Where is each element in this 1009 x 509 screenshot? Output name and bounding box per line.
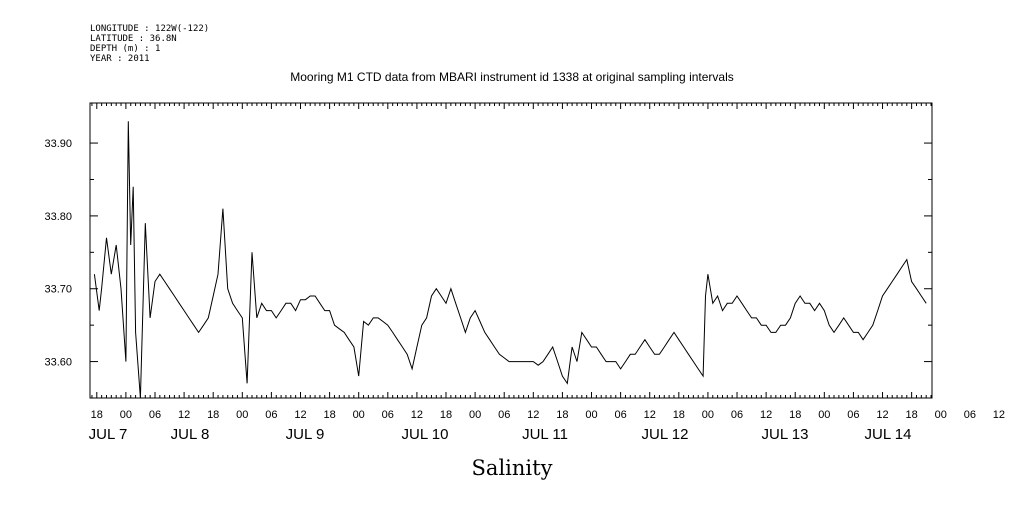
x-hour-tick-label: 00 bbox=[818, 409, 830, 421]
x-hour-tick-label: 18 bbox=[91, 409, 103, 421]
longitude-label: LONGITUDE : 122W(-122) bbox=[90, 24, 209, 34]
latitude-label: LATITUDE : 36.8N bbox=[90, 34, 177, 44]
x-day-label: JUL 12 bbox=[642, 426, 689, 443]
x-hour-tick-label: 18 bbox=[789, 409, 801, 421]
x-hour-tick-label: 00 bbox=[469, 409, 481, 421]
x-hour-tick-label: 06 bbox=[149, 409, 161, 421]
x-day-label: JUL 13 bbox=[762, 426, 809, 443]
metadata-block: LONGITUDE : 122W(-122) LATITUDE : 36.8N … bbox=[90, 24, 209, 64]
x-hour-tick-label: 06 bbox=[731, 409, 743, 421]
x-hour-tick-label: 06 bbox=[614, 409, 626, 421]
x-hour-tick-label: 00 bbox=[585, 409, 597, 421]
x-day-label: JUL 9 bbox=[286, 426, 325, 443]
axis-ticks bbox=[90, 103, 932, 398]
depth-label: DEPTH (m) : 1 bbox=[90, 44, 160, 54]
x-hour-tick-label: 00 bbox=[702, 409, 714, 421]
x-hour-tick-label: 18 bbox=[906, 409, 918, 421]
x-day-label: JUL 7 bbox=[89, 426, 128, 443]
x-hour-tick-label: 12 bbox=[178, 409, 190, 421]
x-hour-tick-label: 06 bbox=[964, 409, 976, 421]
chart-title: Mooring M1 CTD data from MBARI instrumen… bbox=[290, 70, 734, 84]
x-hour-tick-label: 18 bbox=[673, 409, 685, 421]
x-hour-tick-label: 00 bbox=[236, 409, 248, 421]
x-tick-labels: 18 00 06 12 18 00 06 12 18 00 06 12 18 00 06 12 18 00 06 12… bbox=[89, 409, 1005, 443]
year-label: YEAR : 2011 bbox=[90, 54, 150, 64]
x-hour-tick-label: 12 bbox=[876, 409, 888, 421]
x-hour-tick-label: 00 bbox=[120, 409, 132, 421]
salinity-series-line bbox=[93, 121, 927, 399]
x-hour-tick-label: 12 bbox=[527, 409, 539, 421]
x-hour-tick-label: 12 bbox=[411, 409, 423, 421]
y-tick-labels: 33.60 33.70 33.80 33.90 bbox=[44, 138, 72, 369]
y-tick-label: 33.70 bbox=[44, 284, 72, 296]
x-hour-tick-label: 18 bbox=[323, 409, 335, 421]
x-hour-tick-label: 12 bbox=[644, 409, 656, 421]
x-hour-tick-label: 18 bbox=[556, 409, 568, 421]
x-hour-tick-label: 00 bbox=[935, 409, 947, 421]
x-hour-tick-label: 12 bbox=[294, 409, 306, 421]
x-hour-tick-label: 06 bbox=[382, 409, 394, 421]
x-hour-tick-label: 06 bbox=[498, 409, 510, 421]
x-axis-label: Salinity bbox=[472, 456, 553, 480]
x-hour-tick-label: 06 bbox=[847, 409, 859, 421]
x-hour-tick-label: 06 bbox=[265, 409, 277, 421]
y-tick-label: 33.60 bbox=[44, 357, 72, 369]
x-day-label: JUL 8 bbox=[171, 426, 210, 443]
x-hour-tick-label: 12 bbox=[993, 409, 1005, 421]
y-tick-label: 33.90 bbox=[44, 138, 72, 150]
x-hour-tick-label: 00 bbox=[353, 409, 365, 421]
x-hour-tick-label: 12 bbox=[760, 409, 772, 421]
y-tick-label: 33.80 bbox=[44, 211, 72, 223]
x-hour-tick-label: 18 bbox=[440, 409, 452, 421]
x-day-label: JUL 10 bbox=[402, 426, 449, 443]
x-day-label: JUL 14 bbox=[865, 426, 912, 443]
x-hour-tick-label: 18 bbox=[207, 409, 219, 421]
x-day-label: JUL 11 bbox=[522, 426, 568, 443]
plot-frame bbox=[89, 102, 933, 399]
